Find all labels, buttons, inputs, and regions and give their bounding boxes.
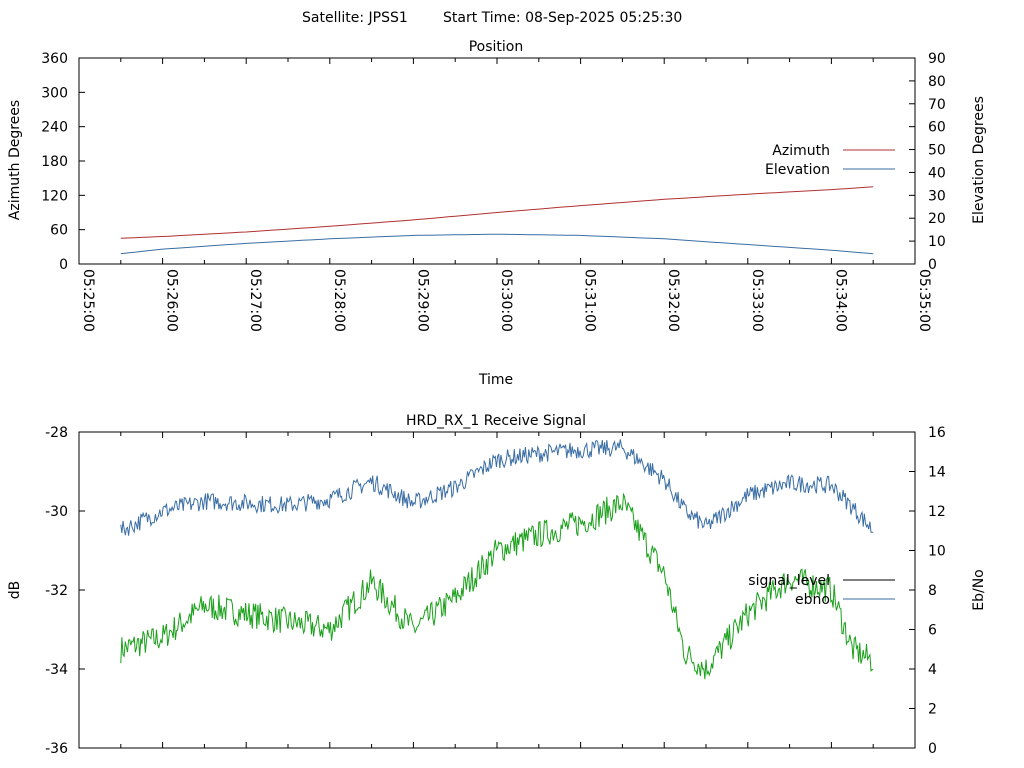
position-x-tick-label: 05:29:00 <box>414 269 430 332</box>
position-y2-tick-label: 20 <box>928 211 946 227</box>
position-y2-axis-title: Elevation Degrees <box>971 96 987 224</box>
position-chart: 0 60 120 180 240 300 360 0 10 20 30 40 50 60 70 80 90 05:… <box>41 51 946 332</box>
signal-legend-label: signal_level <box>748 573 830 589</box>
signal-y2-tick-label: 16 <box>928 425 946 441</box>
signal-y2-tick-label: 8 <box>928 583 937 599</box>
position-x-tick-label: 05:25:00 <box>80 269 96 332</box>
position-plot-frame <box>78 57 916 265</box>
position-y-tick-label: 60 <box>50 223 68 239</box>
position-y2-tick-label: 0 <box>928 257 937 273</box>
signal-y-tick-label: -30 <box>45 504 68 520</box>
signal-y2-axis-title: Eb/No <box>971 569 987 611</box>
signal-chart-title: HRD_RX_1 Receive Signal <box>406 413 586 429</box>
position-y2-tick-label: 80 <box>928 74 946 90</box>
position-y-tick-label: 300 <box>41 85 68 101</box>
signal-y2-tick-label: 0 <box>928 741 937 757</box>
position-series-line-elevation <box>120 233 874 255</box>
position-y2-tick-label: 40 <box>928 165 946 181</box>
position-y-tick-label: 360 <box>41 51 68 67</box>
position-y2-tick-label: 50 <box>928 143 946 159</box>
position-y-tick-label: 0 <box>59 257 68 273</box>
signal-y-tick-label: -28 <box>45 425 68 441</box>
signal-y-tick-label: -34 <box>45 662 68 678</box>
signal-y2-tick-label: 10 <box>928 544 946 560</box>
position-x-tick-label: 05:26:00 <box>164 269 180 332</box>
position-x-tick-label: 05:31:00 <box>582 269 598 332</box>
signal-plot-frame <box>78 431 916 749</box>
position-y-tick-label: 120 <box>41 188 68 204</box>
signal-y2-tick-label: 6 <box>928 623 937 639</box>
position-x-tick-label: 05:28:00 <box>331 269 347 332</box>
position-y2-tick-label: 70 <box>928 97 946 113</box>
position-chart-title: Position <box>469 39 524 55</box>
position-series-line-azimuth <box>120 186 874 239</box>
position-y2-tick-label: 90 <box>928 51 946 67</box>
satellite-label: Satellite: JPSS1 <box>302 10 408 26</box>
position-y2-tick-label: 30 <box>928 188 946 204</box>
signal-y-axis-title: dB <box>7 581 23 600</box>
signal-y2-tick-label: 2 <box>928 702 937 718</box>
signal-legend-label: ebno <box>795 592 830 608</box>
position-x-axis-title: Time <box>478 372 513 388</box>
position-legend-label: Elevation <box>765 162 830 178</box>
signal-y2-tick-label: 4 <box>928 662 937 678</box>
signal-y-tick-label: -36 <box>45 741 68 757</box>
position-x-tick-label: 05:34:00 <box>832 269 848 332</box>
signal-series-line-ebno <box>120 439 874 536</box>
position-x-tick-label: 05:27:00 <box>247 269 263 332</box>
position-x-tick-label: 05:30:00 <box>498 269 514 332</box>
position-legend-label: Azimuth <box>772 143 830 159</box>
start-time-label: Start Time: 08-Sep-2025 05:25:30 <box>443 10 682 26</box>
position-y-tick-label: 180 <box>41 154 68 170</box>
position-y-axis-title: Azimuth Degrees <box>7 100 23 220</box>
position-x-tick-label: 05:35:00 <box>916 269 932 332</box>
position-x-tick-label: 05:33:00 <box>749 269 765 332</box>
position-x-tick-label: 05:32:00 <box>665 269 681 332</box>
signal-series-line-signal-level <box>120 492 874 680</box>
position-y2-tick-label: 60 <box>928 120 946 136</box>
position-y-tick-label: 240 <box>41 120 68 136</box>
signal-y2-tick-label: 14 <box>928 465 946 481</box>
signal-y-tick-label: -32 <box>45 583 68 599</box>
signal-y2-tick-label: 12 <box>928 504 946 520</box>
position-y2-tick-label: 10 <box>928 234 946 250</box>
signal-chart: -36 -34 -32 -30 -28 0 2 4 6 8 10 12 14 16 signal_level… <box>45 425 946 757</box>
